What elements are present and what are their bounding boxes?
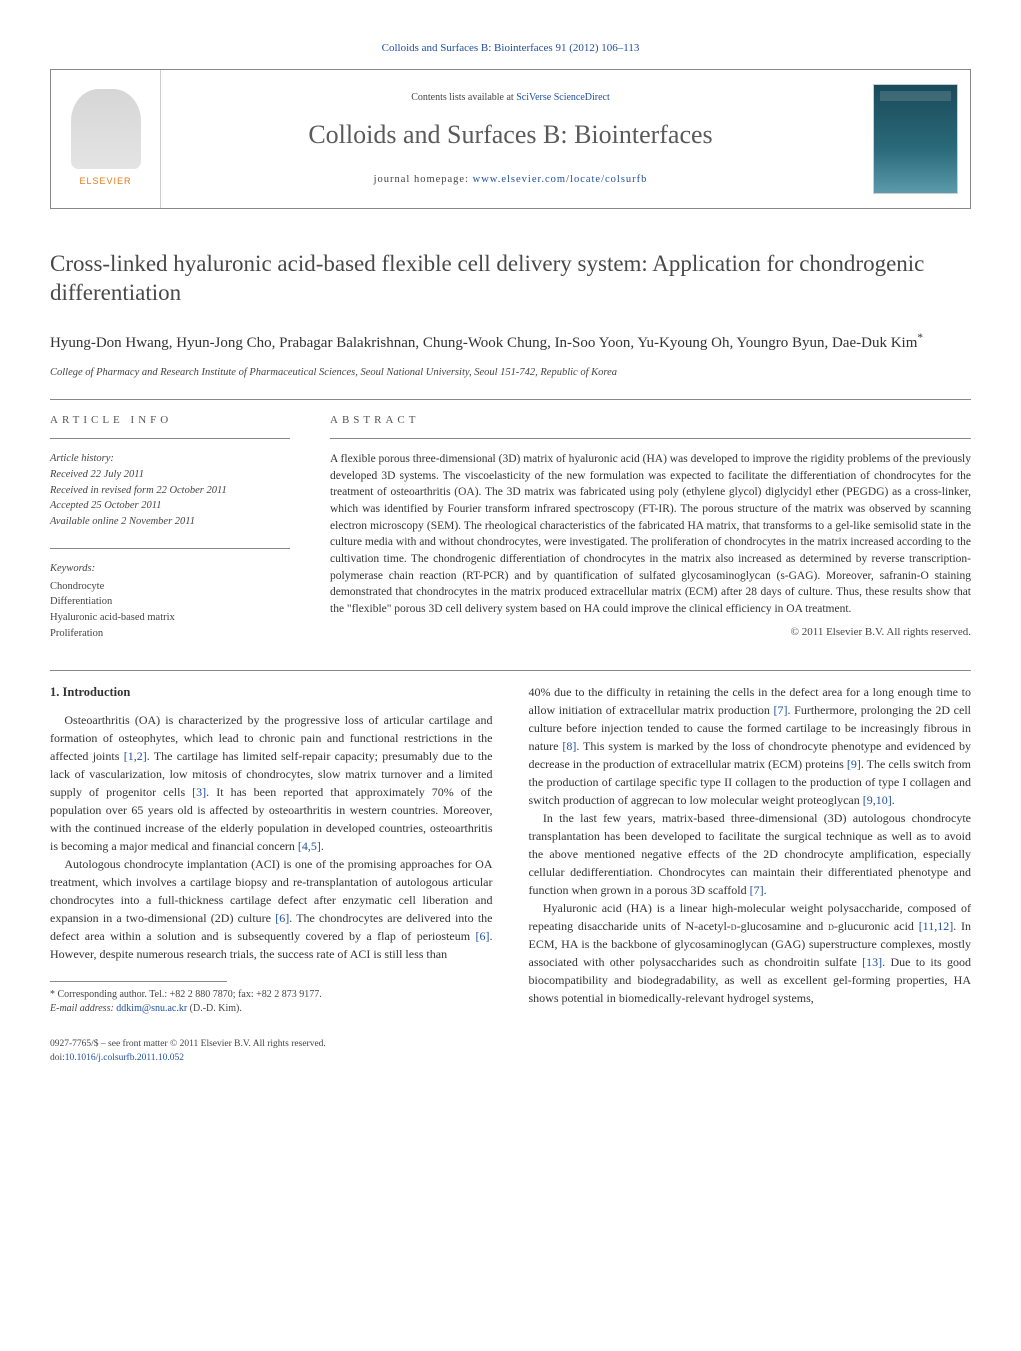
history-revised: Received in revised form 22 October 2011 (50, 485, 227, 496)
bottom-meta: 0927-7765/$ – see front matter © 2011 El… (50, 1038, 971, 1065)
keyword: Chondrocyte (50, 581, 104, 592)
divider-keywords (50, 548, 290, 549)
footnote-block: * Corresponding author. Tel.: +82 2 880 … (50, 981, 493, 1016)
body-paragraph: Osteoarthritis (OA) is characterized by … (50, 711, 493, 855)
body-paragraph: 40% due to the difficulty in retaining t… (529, 683, 972, 809)
cover-block (860, 70, 970, 208)
body-p2: Autologous chondrocyte implantation (ACI… (50, 857, 493, 961)
abstract-col: abstract A flexible porous three-dimensi… (330, 412, 971, 642)
homepage-prefix: journal homepage: (374, 174, 473, 185)
doi-prefix: doi: (50, 1053, 65, 1063)
email-suffix: (D.-D. Kim). (187, 1003, 242, 1014)
body-p4: In the last few years, matrix-based thre… (529, 811, 972, 897)
affiliation: College of Pharmacy and Research Institu… (50, 365, 971, 381)
sciencedirect-link[interactable]: SciVerse ScienceDirect (516, 92, 610, 103)
abstract-text: A flexible porous three-dimensional (3D)… (330, 451, 971, 618)
body-p1: Osteoarthritis (OA) is characterized by … (50, 713, 493, 853)
body-paragraph: Hyaluronic acid (HA) is a linear high-mo… (529, 899, 972, 1007)
corresponding-author: * Corresponding author. Tel.: +82 2 880 … (50, 988, 493, 1016)
section-heading-intro: 1. Introduction (50, 683, 493, 702)
article-info-heading: article info (50, 412, 290, 429)
meta-row: article info Article history: Received 2… (50, 412, 971, 642)
body-columns: 1. Introduction Osteoarthritis (OA) is c… (50, 683, 971, 1017)
homepage-line: journal homepage: www.elsevier.com/locat… (374, 172, 648, 188)
corr-label: * Corresponding author. Tel.: +82 2 880 … (50, 989, 322, 1000)
history-accepted: Accepted 25 October 2011 (50, 500, 161, 511)
divider-abstract (330, 438, 971, 439)
body-p5b: -glucosamine and (737, 919, 829, 933)
publisher-label: ELSEVIER (79, 175, 131, 189)
keywords-label: Keywords: (50, 561, 290, 577)
corr-email-link[interactable]: ddkim@snu.ac.kr (116, 1003, 187, 1014)
homepage-link[interactable]: www.elsevier.com/locate/colsurfb (473, 174, 648, 185)
contents-line: Contents lists available at SciVerse Sci… (411, 90, 610, 105)
keyword: Proliferation (50, 628, 103, 639)
banner-center: Contents lists available at SciVerse Sci… (161, 70, 860, 208)
keyword: Differentiation (50, 596, 112, 607)
divider-info (50, 438, 290, 439)
keywords-block: Keywords: Chondrocyte Differentiation Hy… (50, 561, 290, 642)
divider-top (50, 399, 971, 400)
footnote-rule (50, 981, 227, 982)
divider-body (50, 670, 971, 671)
body-p3: 40% due to the difficulty in retaining t… (529, 685, 972, 807)
authors-line: Hyung-Don Hwang, Hyun-Jong Cho, Prabagar… (50, 330, 971, 355)
article-title: Cross-linked hyaluronic acid-based flexi… (50, 249, 971, 309)
running-citation-link[interactable]: Colloids and Surfaces B: Biointerfaces 9… (382, 42, 640, 54)
publisher-block: ELSEVIER (51, 70, 161, 208)
abstract-copyright: © 2011 Elsevier B.V. All rights reserved… (330, 624, 971, 641)
email-label: E-mail address: (50, 1003, 116, 1014)
contents-prefix: Contents lists available at (411, 92, 516, 103)
body-paragraph: In the last few years, matrix-based thre… (529, 809, 972, 899)
body-paragraph: Autologous chondrocyte implantation (ACI… (50, 855, 493, 963)
history-received: Received 22 July 2011 (50, 469, 144, 480)
elsevier-tree-icon (71, 89, 141, 169)
corr-mark: * (917, 332, 923, 344)
history-online: Available online 2 November 2011 (50, 516, 195, 527)
abstract-heading: abstract (330, 412, 971, 429)
doi-link[interactable]: 10.1016/j.colsurfb.2011.10.052 (65, 1053, 184, 1063)
journal-banner: ELSEVIER Contents lists available at Sci… (50, 69, 971, 209)
journal-cover-icon (873, 84, 958, 194)
authors-text: Hyung-Don Hwang, Hyun-Jong Cho, Prabagar… (50, 335, 917, 351)
keyword: Hyaluronic acid-based matrix (50, 612, 175, 623)
journal-name: Colloids and Surfaces B: Biointerfaces (308, 115, 712, 154)
issn-line: 0927-7765/$ – see front matter © 2011 El… (50, 1039, 326, 1049)
history-label: Article history: (50, 453, 114, 464)
article-history: Article history: Received 22 July 2011 R… (50, 451, 290, 530)
running-citation: Colloids and Surfaces B: Biointerfaces 9… (50, 40, 971, 57)
article-info-col: article info Article history: Received 2… (50, 412, 290, 642)
